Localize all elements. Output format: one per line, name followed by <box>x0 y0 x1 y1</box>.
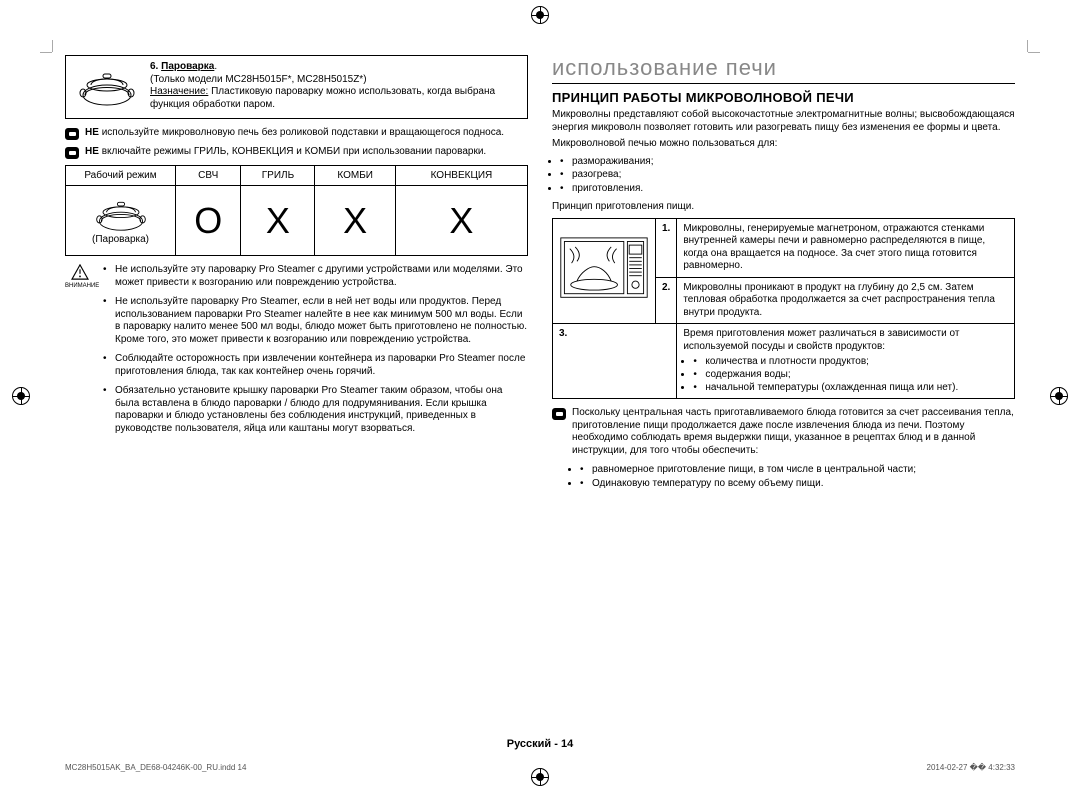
crop-line <box>52 40 53 52</box>
steamer-pot-icon <box>72 61 142 113</box>
crop-line <box>1027 40 1028 52</box>
list-item: Соблюдайте осторожность при извлечении к… <box>103 353 528 378</box>
registration-mark-icon <box>1050 387 1068 405</box>
registration-mark-icon <box>12 387 30 405</box>
crop-line <box>40 52 52 53</box>
warning-note-2: НЕ включайте режимы ГРИЛЬ, КОНВЕКЦИЯ и К… <box>65 146 528 159</box>
table-header-mw: СВЧ <box>176 166 241 186</box>
oven-illustration-cell <box>553 218 656 324</box>
page-footer-center: Русский - 14 <box>0 738 1080 750</box>
list-item: Обязательно установите крышку пароварки … <box>103 385 528 435</box>
table-header-mode: Рабочий режим <box>66 166 176 186</box>
column-right: использование печи ПРИНЦИП РАБОТЫ МИКРОВ… <box>552 55 1015 496</box>
row-num: 1. <box>662 223 670 234</box>
row3-sublist: количества и плотности продуктов; содерж… <box>693 355 1008 394</box>
note-text: Поскольку центральная часть приготавлива… <box>572 407 1015 457</box>
table-header-combi: КОМБИ <box>315 166 395 186</box>
row-num: 2. <box>662 282 670 293</box>
list-item: Одинаковую температуру по всему объему п… <box>580 477 1015 491</box>
uses-list: размораживания; разогрева; приготовления… <box>560 155 1015 196</box>
list-item: Не используйте пароварку Pro Steamer, ес… <box>103 296 528 346</box>
principle-row-text: Микроволны проникают в продукт на глубин… <box>677 277 1015 324</box>
page-footer-right: 2014-02-27 �� 4:32:33 <box>927 763 1015 772</box>
principle-row-text: Микроволны, генерируемые магнетроном, от… <box>677 218 1015 277</box>
caution-bullet-list: Не используйте эту пароварку Pro Steamer… <box>103 264 528 442</box>
steamer-pot-icon <box>93 196 149 232</box>
registration-mark-icon <box>531 6 549 24</box>
principle-row-number: 3. <box>553 324 677 399</box>
principle-label: Принцип приготовления пищи. <box>552 201 1015 214</box>
intro-paragraph: Микроволны представляют собой высокочаст… <box>552 109 1015 134</box>
table-header-conv: КОНВЕКЦИЯ <box>395 166 527 186</box>
table-row-steamer: (Пароварка) <box>66 186 176 256</box>
list-item: разогрева; <box>560 168 1015 182</box>
principle-row-number: 2. <box>656 277 677 324</box>
page-columns: 6. Пароварка. (Только модели MC28H5015F*… <box>65 55 1015 496</box>
note1-text: используйте микроволновую печь без ролик… <box>102 127 504 138</box>
table-cell-mw: O <box>176 186 241 256</box>
steamer-title: Пароварка <box>161 61 214 72</box>
row3-text: Время приготовления может различаться в … <box>683 328 959 352</box>
principle-row-text: Время приготовления может различаться в … <box>677 324 1015 399</box>
section-title: использование печи <box>552 55 1015 84</box>
steamer-models: (Только модели MC28H5015F*, MC28H5015Z*) <box>150 74 367 85</box>
caution-label: ВНИМАНИЕ <box>65 283 95 289</box>
note-icon <box>65 147 79 159</box>
crop-line <box>1028 52 1040 53</box>
principle-row-number: 1. <box>656 218 677 277</box>
table-cell-grill: X <box>241 186 315 256</box>
list-item: содержания воды; <box>693 368 1008 381</box>
list-item: Не используйте эту пароварку Pro Steamer… <box>103 264 528 289</box>
footer-page: 14 <box>561 738 573 750</box>
table-header-grill: ГРИЛЬ <box>241 166 315 186</box>
list-item: количества и плотности продуктов; <box>693 355 1008 368</box>
table-cell-conv: X <box>395 186 527 256</box>
row-num: 3. <box>559 328 567 339</box>
caution-block: ВНИМАНИЕ Не используйте эту пароварку Pr… <box>65 264 528 442</box>
standing-time-note: Поскольку центральная часть приготавлива… <box>552 407 1015 457</box>
table-row-label: (Пароварка) <box>92 234 149 245</box>
steamer-info-box: 6. Пароварка. (Только модели MC28H5015F*… <box>65 55 528 119</box>
list-item: начальной температуры (охлажденная пища … <box>693 381 1008 394</box>
note-icon <box>65 128 79 140</box>
uses-intro: Микроволновой печью можно пользоваться д… <box>552 138 1015 151</box>
table-cell-combi: X <box>315 186 395 256</box>
registration-mark-icon <box>531 768 549 786</box>
page-footer-left: MC28H5015AK_BA_DE68-04246K-00_RU.indd 14 <box>65 763 246 772</box>
microwave-oven-icon <box>559 236 649 301</box>
steamer-description: 6. Пароварка. (Только модели MC28H5015F*… <box>150 61 521 111</box>
note-icon <box>552 408 566 420</box>
note-bullets: равномерное приготовление пищи, в том чи… <box>580 463 1015 490</box>
note2-text: включайте режимы ГРИЛЬ, КОНВЕКЦИЯ и КОМБ… <box>102 146 487 157</box>
list-item: размораживания; <box>560 155 1015 169</box>
section-subtitle: ПРИНЦИП РАБОТЫ МИКРОВОЛНОВОЙ ПЕЧИ <box>552 90 1015 105</box>
steamer-number: 6. <box>150 61 158 72</box>
footer-lang: Русский - <box>507 738 561 750</box>
caution-icon: ВНИМАНИЕ <box>65 264 95 442</box>
principle-table: 1. Микроволны, генерируемые магнетроном,… <box>552 218 1015 400</box>
list-item: равномерное приготовление пищи, в том чи… <box>580 463 1015 477</box>
list-item: приготовления. <box>560 182 1015 196</box>
steamer-assign-label: Назначение: <box>150 86 208 97</box>
column-left: 6. Пароварка. (Только модели MC28H5015F*… <box>65 55 528 496</box>
warning-note-1: НЕ используйте микроволновую печь без ро… <box>65 127 528 140</box>
mode-compatibility-table: Рабочий режим СВЧ ГРИЛЬ КОМБИ КОНВЕКЦИЯ <box>65 165 528 256</box>
